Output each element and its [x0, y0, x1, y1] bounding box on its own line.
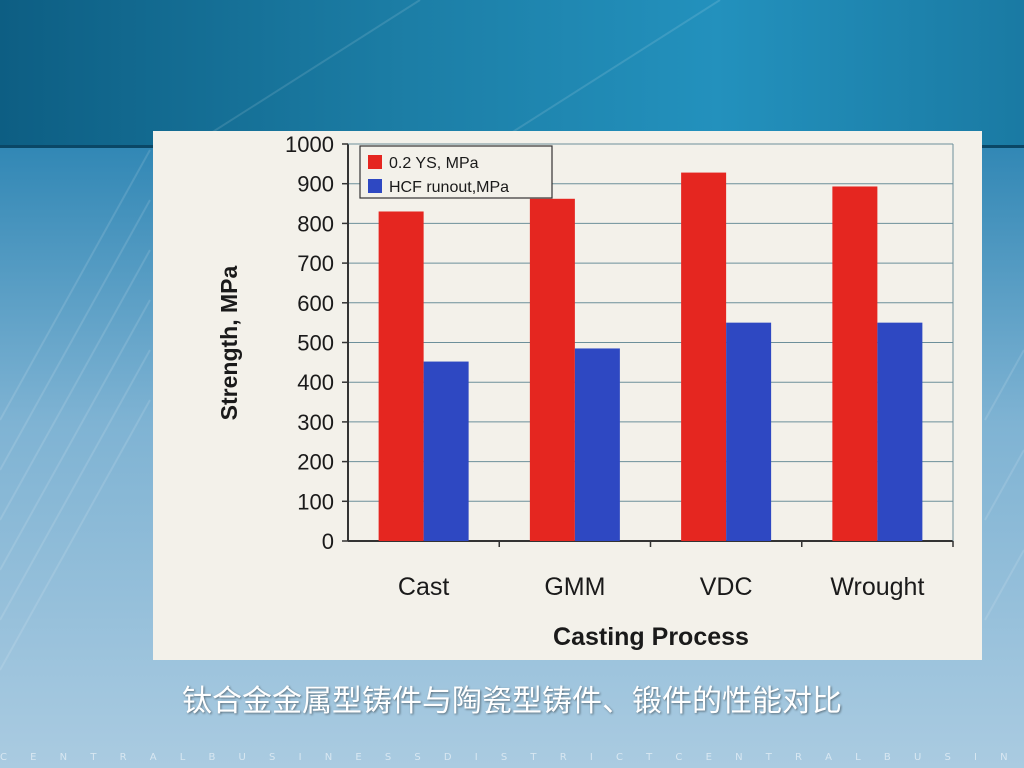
bar-wrought-series-0	[832, 186, 878, 541]
y-tick-label: 900	[297, 172, 334, 197]
y-tick-label: 600	[297, 291, 334, 316]
y-tick-label: 300	[297, 410, 334, 435]
x-tick-labels: Cast GMM VDC Wrought	[398, 573, 925, 601]
legend: 0.2 YS, MPa HCF runout,MPa	[359, 145, 553, 199]
x-tick-label: Wrought	[830, 573, 924, 601]
y-tick-label: 200	[297, 450, 334, 475]
y-tick-label: 700	[297, 251, 334, 276]
legend-label: 0.2 YS, MPa	[389, 155, 479, 172]
slide-caption: 钛合金金属型铸件与陶瓷型铸件、锻件的性能对比	[182, 684, 842, 719]
legend-swatch	[368, 155, 382, 169]
y-tick-label: 500	[297, 331, 334, 356]
y-tick-labels: 0 100 200 300 400 500 600 700 800 900 1000	[285, 132, 334, 554]
legend-swatch	[368, 179, 382, 193]
chart-panel: 0 100 200 300 400 500 600 700 800 900 1000 Cast GMM…	[153, 131, 982, 660]
y-axis-label: Strength, MPa	[216, 265, 242, 420]
y-tick-label: 100	[297, 489, 334, 514]
y-tick-label: 1000	[285, 132, 334, 157]
legend-label: HCF runout,MPa	[389, 179, 509, 196]
header-band	[0, 0, 1024, 148]
y-tick-label: 0	[322, 529, 334, 554]
x-tick-label: VDC	[700, 573, 753, 601]
bar-cast-series-0	[378, 211, 424, 541]
bar-cast-series-1	[423, 361, 469, 541]
y-tick-label: 400	[297, 370, 334, 395]
y-tick-label: 800	[297, 211, 334, 236]
bar-vdc-series-0	[681, 172, 727, 542]
bar-wrought-series-1	[877, 322, 923, 541]
bar-vdc-series-1	[726, 322, 772, 541]
x-axis-label: Casting Process	[553, 623, 749, 651]
legend-box	[359, 145, 553, 199]
bar-gmm-series-1	[574, 348, 620, 541]
bars	[378, 172, 923, 542]
footer-strip: C E N T R A L B U S I N E S S D I S T R …	[0, 752, 1024, 763]
bar-gmm-series-0	[529, 198, 575, 541]
bar-chart: 0 100 200 300 400 500 600 700 800 900 1000 Cast GMM…	[216, 132, 954, 651]
x-tick-label: Cast	[398, 573, 449, 601]
x-tick-label: GMM	[544, 573, 605, 601]
